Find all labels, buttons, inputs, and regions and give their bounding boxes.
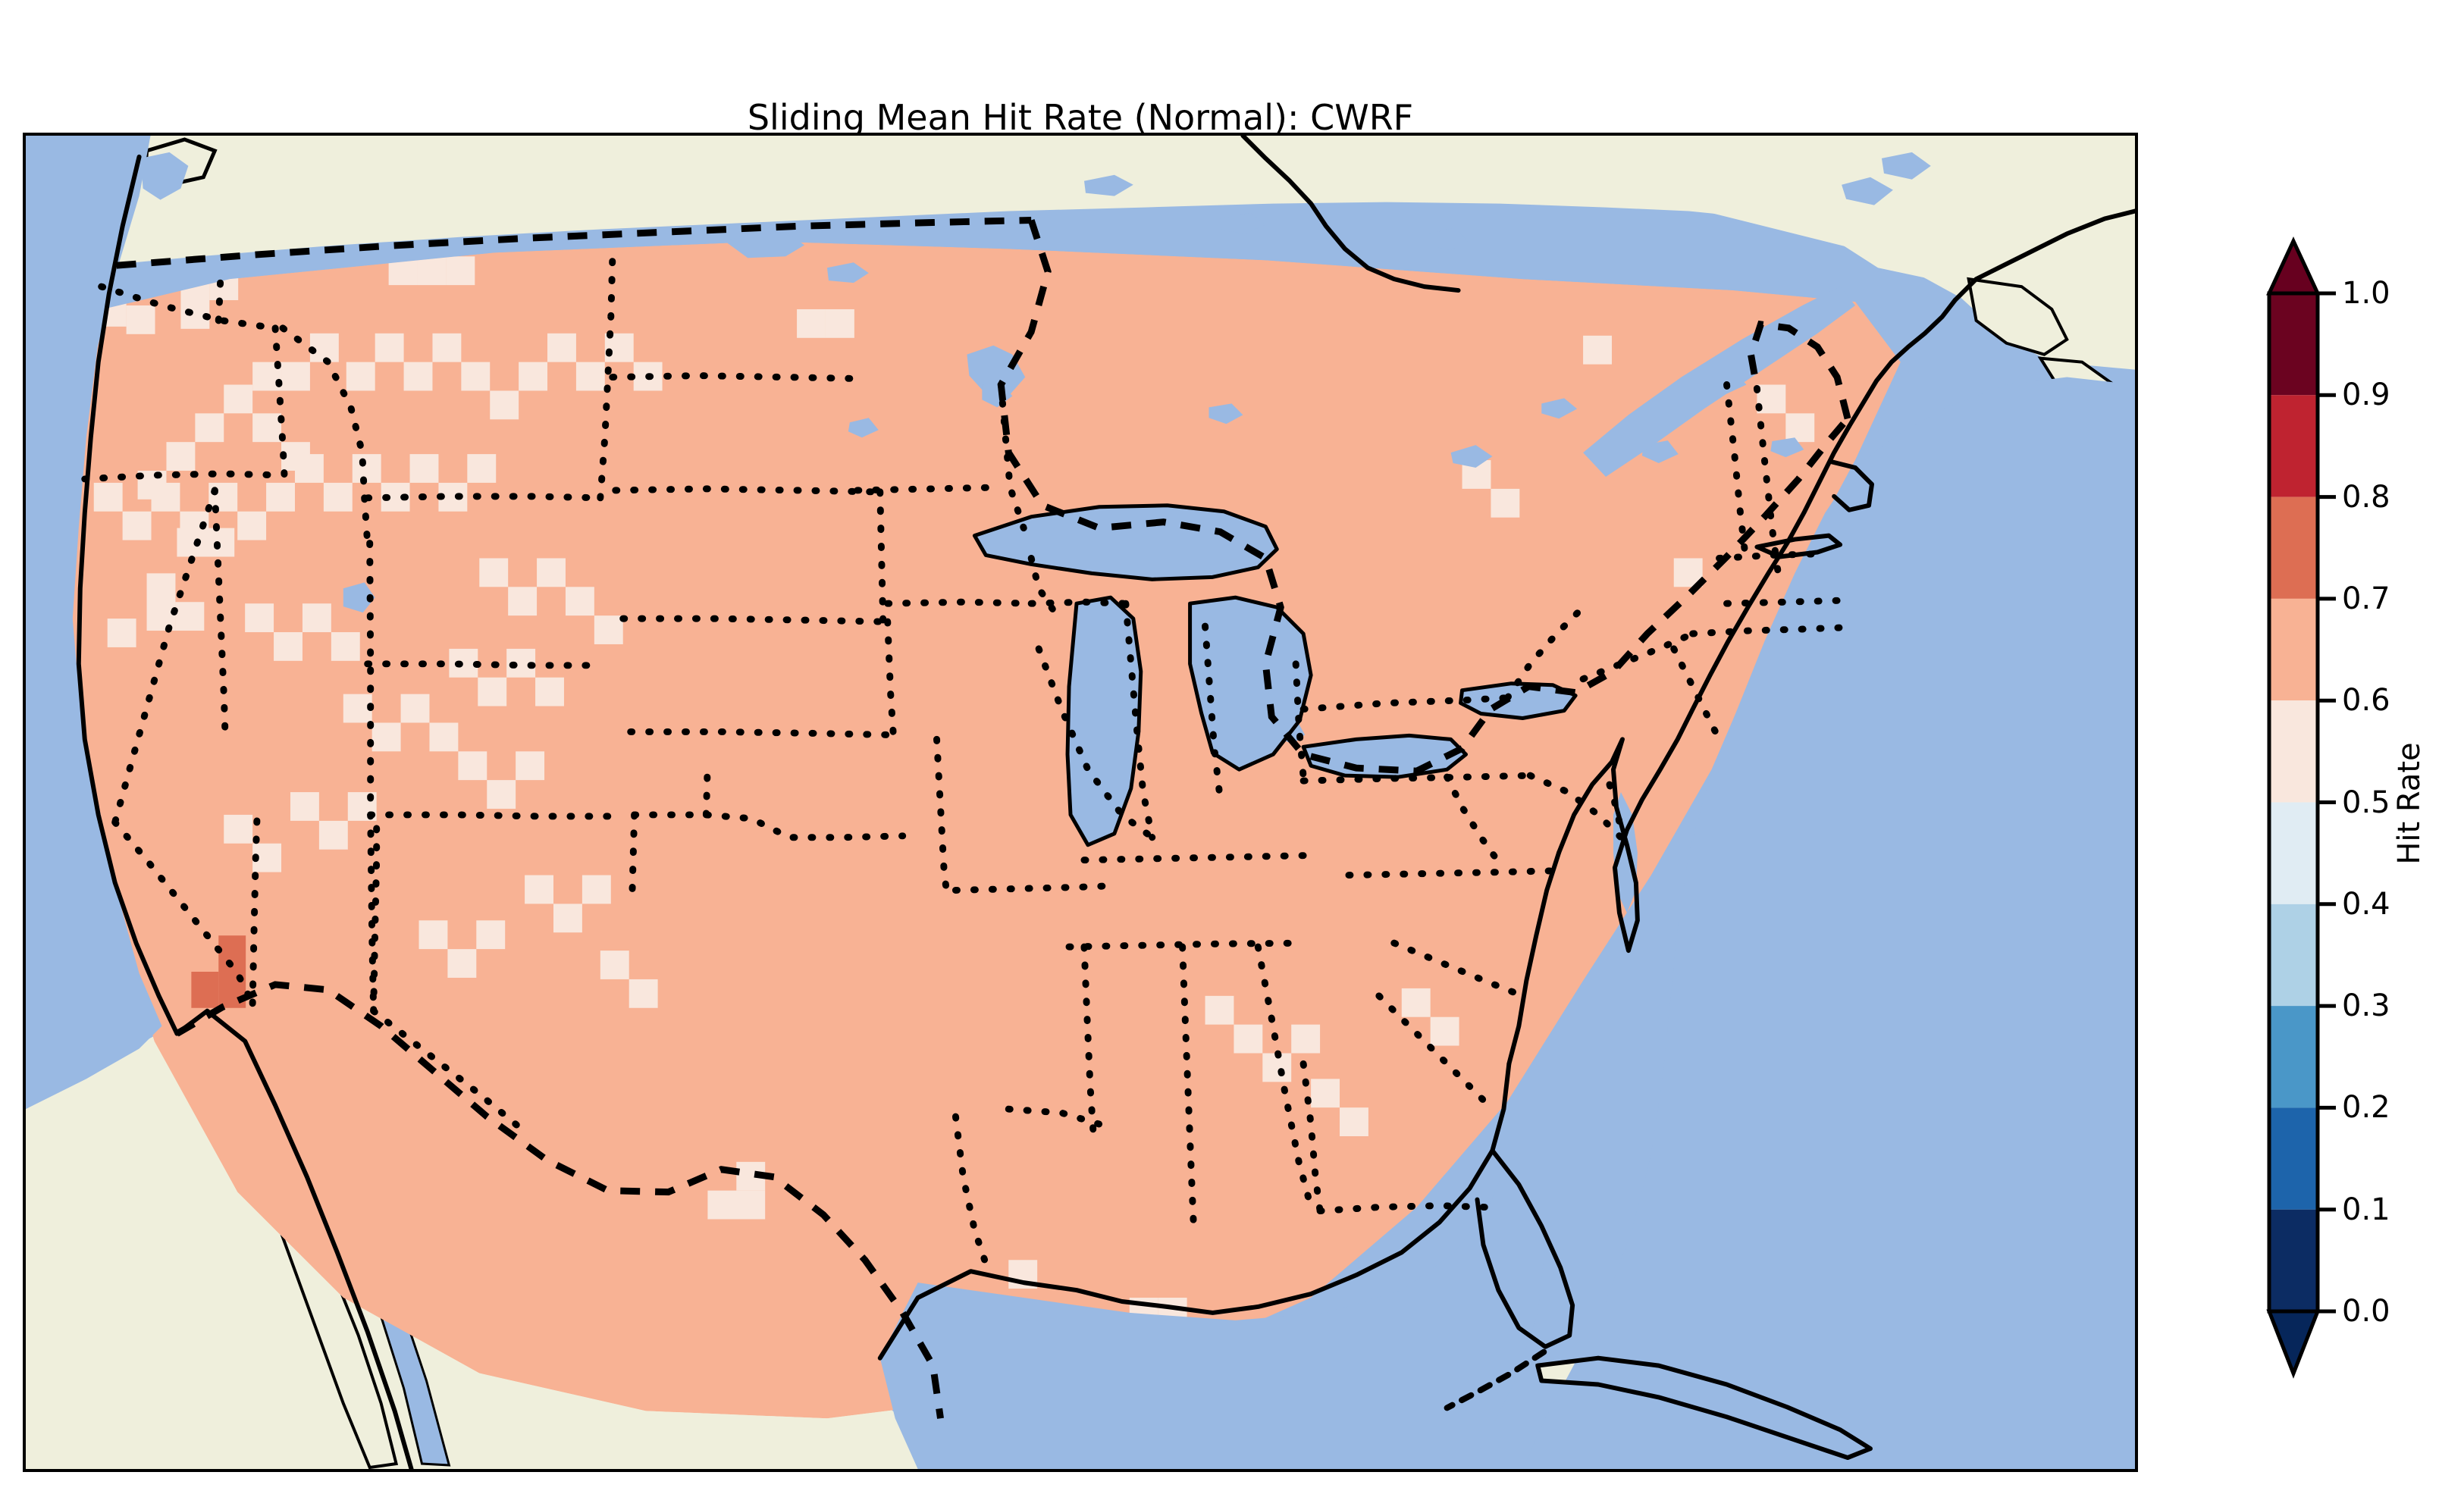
colorbar-canvas [2266, 236, 2336, 1379]
colorbar-under-arrow [2266, 1309, 2321, 1379]
colorbar-ticks [2318, 291, 2336, 1314]
cb-tick-label-0p0: 0.0 [2342, 1294, 2390, 1329]
colorbar-over-arrow [2266, 236, 2321, 296]
cb-tick-label-0p2: 0.2 [2342, 1090, 2390, 1125]
lake-michigan [1067, 597, 1141, 845]
maritimes-landmass [1967, 277, 2069, 356]
long-island [1754, 533, 1843, 559]
country-border-layer [116, 217, 1851, 1419]
puget-sound [140, 152, 189, 200]
cb-tick-label-0p5: 0.5 [2342, 785, 2390, 820]
cuba-coastline [1535, 1355, 1873, 1461]
cb-tick-label-0p6: 0.6 [2342, 683, 2390, 718]
cb-tick-label-0p9: 0.9 [2342, 377, 2390, 412]
st-lawrence-river [1583, 287, 1856, 477]
mexico-west-coastline [174, 1008, 414, 1469]
us-mexico-border [175, 981, 944, 1419]
florida-south-tip [1475, 1148, 1575, 1349]
pacific-coastline [76, 154, 180, 1036]
new-england-coastline [1847, 298, 1958, 429]
lake-ontario-outline [1459, 681, 1578, 720]
gulf-coastline [877, 1061, 1512, 1361]
cb-tick-label-0p3: 0.3 [2342, 988, 2390, 1023]
north-coastline [1240, 136, 1461, 293]
labrador-coastline [1952, 208, 2135, 302]
data-cells-band-0p5-0p6 [93, 256, 1815, 1326]
florida-east-coastline [1506, 850, 1562, 1066]
cb-tick-label-1p0: 1.0 [2342, 276, 2390, 311]
lake-superior [974, 505, 1277, 580]
map-canvas [26, 136, 2135, 1469]
map-plot-area[interactable] [23, 133, 2138, 1472]
state-border-layer [81, 256, 1844, 1279]
lake-erie-outline [1301, 733, 1469, 779]
lake-ontario [1460, 683, 1576, 719]
gulf-of-mexico [879, 1161, 1546, 1469]
atlantic-coastline [1556, 424, 1852, 954]
us-canada-border-maine [1747, 320, 1851, 420]
cb-tick-label-0p1: 0.1 [2342, 1192, 2390, 1227]
great-salt-lake [343, 582, 375, 613]
colorbar-axis-label: Hit Rate [2392, 742, 2427, 865]
title-line-1: Sliding Mean Hit Rate (Normal): CWRF [747, 96, 1414, 138]
cb-tick-label-0p4: 0.4 [2342, 887, 2390, 922]
atlantic-ocean [1522, 377, 2135, 1469]
cb-tick-label-0p8: 0.8 [2342, 480, 2390, 515]
colorbar-bands [2269, 293, 2318, 1311]
cb-tick-label-0p7: 0.7 [2342, 581, 2390, 616]
florida-keys [1444, 1348, 1547, 1411]
colorbar[interactable]: 1.0 0.9 0.8 0.7 0.6 0.5 0.4 0.3 0.2 0.1 … [2266, 236, 2390, 1379]
hit-rate-data-layer [71, 241, 1901, 1419]
water-layer [26, 136, 2135, 1469]
pacific-ocean [26, 136, 162, 1110]
cape-cod [1829, 459, 1874, 512]
data-cells-band-0p6-0p7 [71, 241, 1901, 1419]
lake-superior-outline [972, 503, 1279, 581]
canada-landmass [26, 136, 2135, 324]
